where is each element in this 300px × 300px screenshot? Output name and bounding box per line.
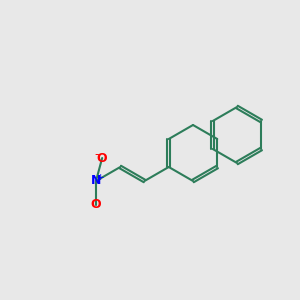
Text: -: - <box>95 148 99 160</box>
Text: O: O <box>91 198 101 211</box>
Text: N: N <box>91 175 101 188</box>
Text: O: O <box>97 152 107 164</box>
Text: +: + <box>96 172 104 182</box>
